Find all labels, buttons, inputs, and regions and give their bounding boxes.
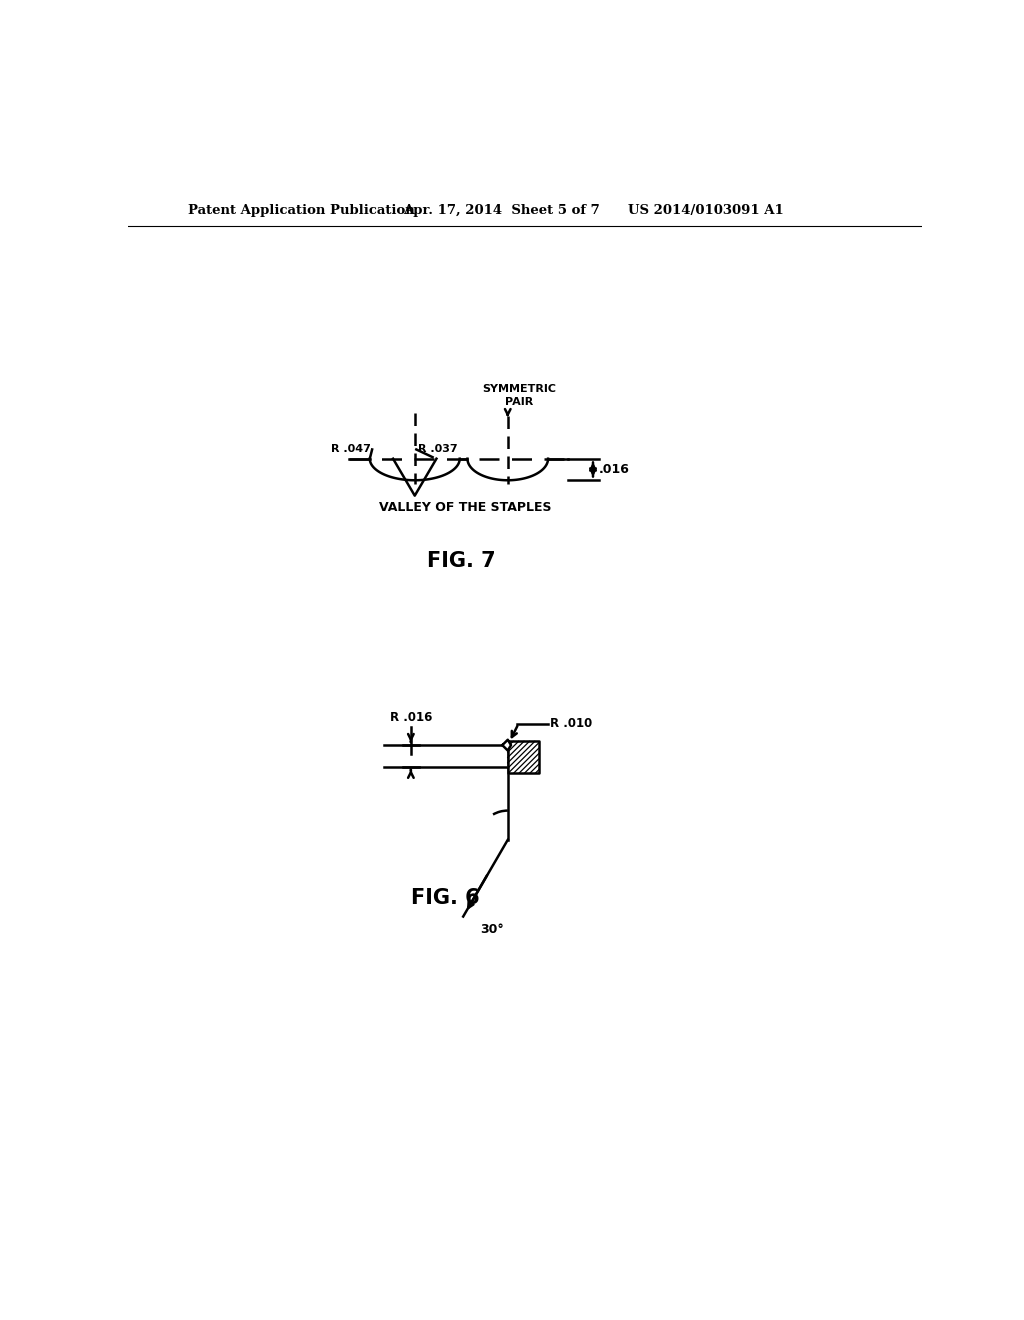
Polygon shape: [508, 742, 539, 774]
Text: Apr. 17, 2014  Sheet 5 of 7: Apr. 17, 2014 Sheet 5 of 7: [403, 205, 600, 218]
Text: R .037: R .037: [418, 445, 458, 454]
Text: FIG. 7: FIG. 7: [427, 552, 496, 572]
Text: Patent Application Publication: Patent Application Publication: [188, 205, 415, 218]
Text: FIG. 6: FIG. 6: [412, 887, 480, 908]
Text: 30°: 30°: [480, 923, 504, 936]
Text: VALLEY OF THE STAPLES: VALLEY OF THE STAPLES: [379, 500, 551, 513]
Text: SYMMETRIC
PAIR: SYMMETRIC PAIR: [482, 384, 556, 407]
Text: R .047: R .047: [331, 445, 371, 454]
Text: .016: .016: [599, 463, 630, 477]
Text: US 2014/0103091 A1: US 2014/0103091 A1: [628, 205, 783, 218]
Polygon shape: [503, 739, 511, 751]
Text: R .016: R .016: [390, 710, 432, 723]
Text: R .010: R .010: [550, 717, 593, 730]
